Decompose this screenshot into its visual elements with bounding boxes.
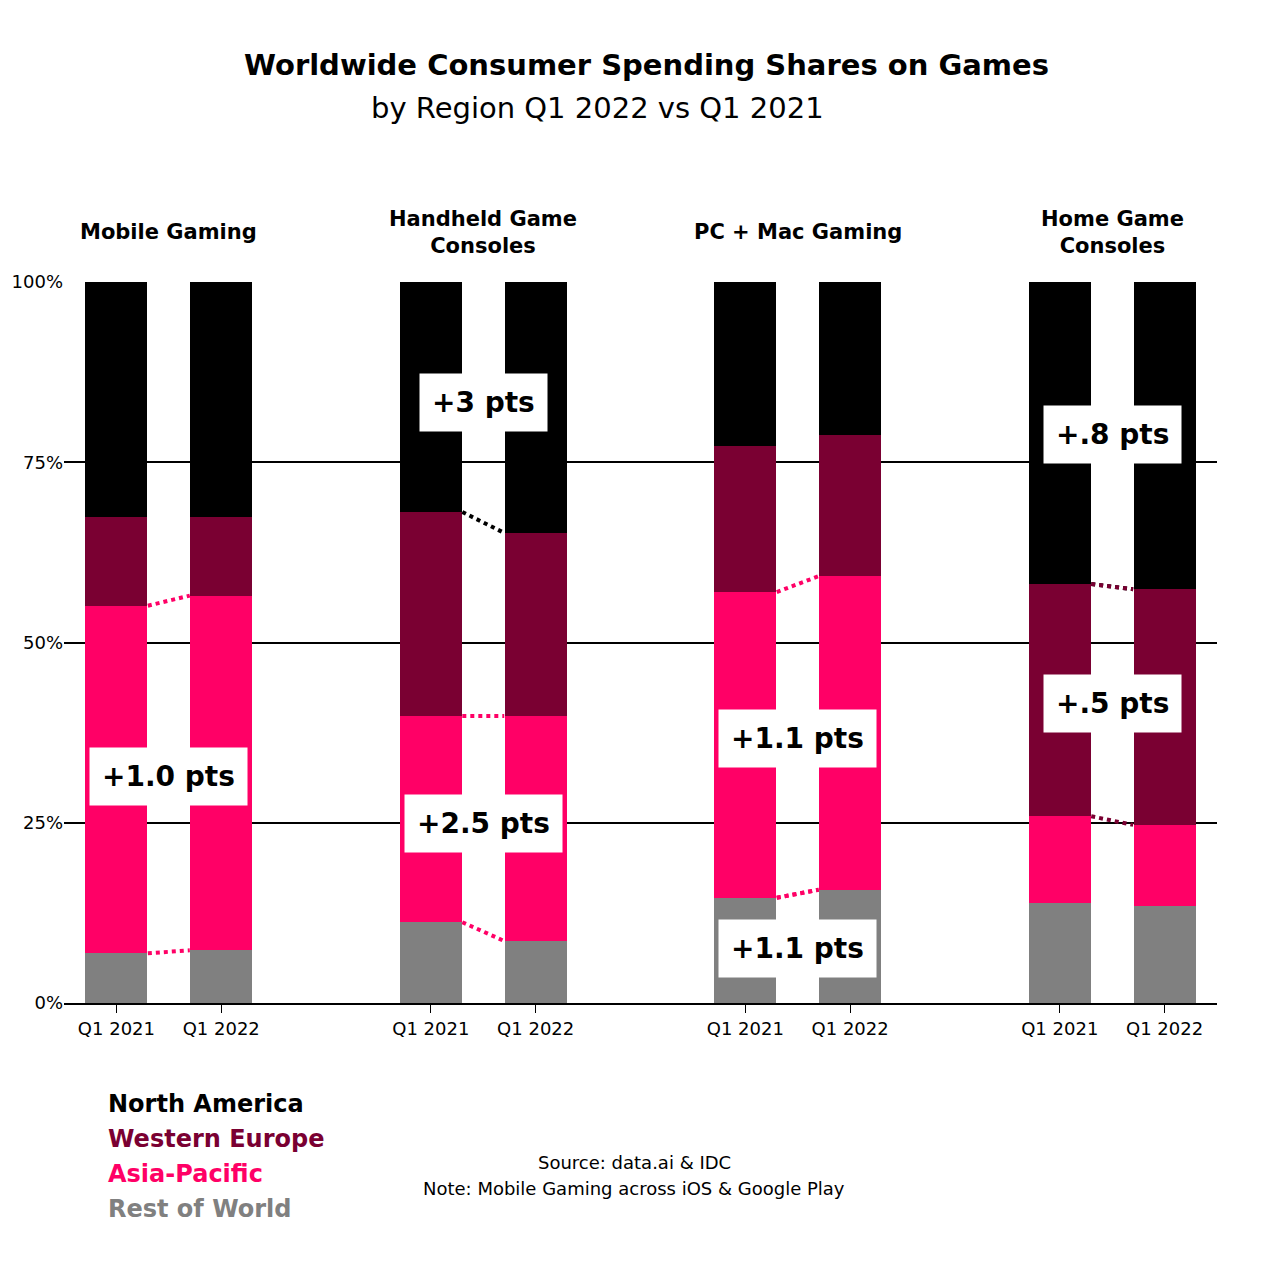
svg-text:Source: data.ai & IDC: Source: data.ai & IDC [538, 1152, 731, 1173]
svg-text:+2.5 pts: +2.5 pts [417, 807, 550, 840]
svg-text:+.8 pts: +.8 pts [1056, 418, 1169, 451]
svg-text:Q1 2022: Q1 2022 [183, 1018, 260, 1039]
svg-text:PC + Mac Gaming: PC + Mac Gaming [694, 220, 902, 244]
svg-text:Western Europe: Western Europe [108, 1125, 324, 1153]
svg-text:+.5 pts: +.5 pts [1056, 687, 1169, 720]
svg-text:Home GameConsoles: Home GameConsoles [1041, 207, 1184, 258]
svg-text:Asia-Pacific: Asia-Pacific [108, 1160, 263, 1188]
svg-text:75%: 75% [23, 452, 63, 473]
svg-text:+3 pts: +3 pts [432, 386, 535, 419]
svg-text:25%: 25% [23, 812, 63, 833]
svg-text:Note: Mobile Gaming across iOS: Note: Mobile Gaming across iOS & Google … [423, 1178, 845, 1199]
svg-text:+1.1 pts: +1.1 pts [731, 932, 864, 965]
svg-text:Q1 2021: Q1 2021 [392, 1018, 469, 1039]
svg-text:Q1 2021: Q1 2021 [1021, 1018, 1098, 1039]
svg-text:Worldwide Consumer Spending Sh: Worldwide Consumer Spending Shares on Ga… [244, 48, 1049, 82]
svg-text:Q1 2021: Q1 2021 [707, 1018, 784, 1039]
svg-text:Q1 2022: Q1 2022 [812, 1018, 889, 1039]
svg-text:Q1 2022: Q1 2022 [1126, 1018, 1203, 1039]
svg-text:+1.0 pts: +1.0 pts [102, 760, 235, 793]
svg-text:Q1 2022: Q1 2022 [497, 1018, 574, 1039]
svg-text:Mobile Gaming: Mobile Gaming [80, 220, 257, 244]
svg-text:North America: North America [108, 1090, 304, 1118]
svg-text:by Region Q1 2022 vs Q1 2021: by Region Q1 2022 vs Q1 2021 [371, 91, 824, 125]
svg-text:Q1 2021: Q1 2021 [78, 1018, 155, 1039]
svg-text:50%: 50% [23, 632, 63, 653]
svg-text:Handheld GameConsoles: Handheld GameConsoles [389, 207, 577, 258]
svg-text:Rest of World: Rest of World [108, 1195, 292, 1223]
svg-text:100%: 100% [12, 271, 63, 292]
svg-text:+1.1 pts: +1.1 pts [731, 722, 864, 755]
svg-text:0%: 0% [34, 992, 63, 1013]
